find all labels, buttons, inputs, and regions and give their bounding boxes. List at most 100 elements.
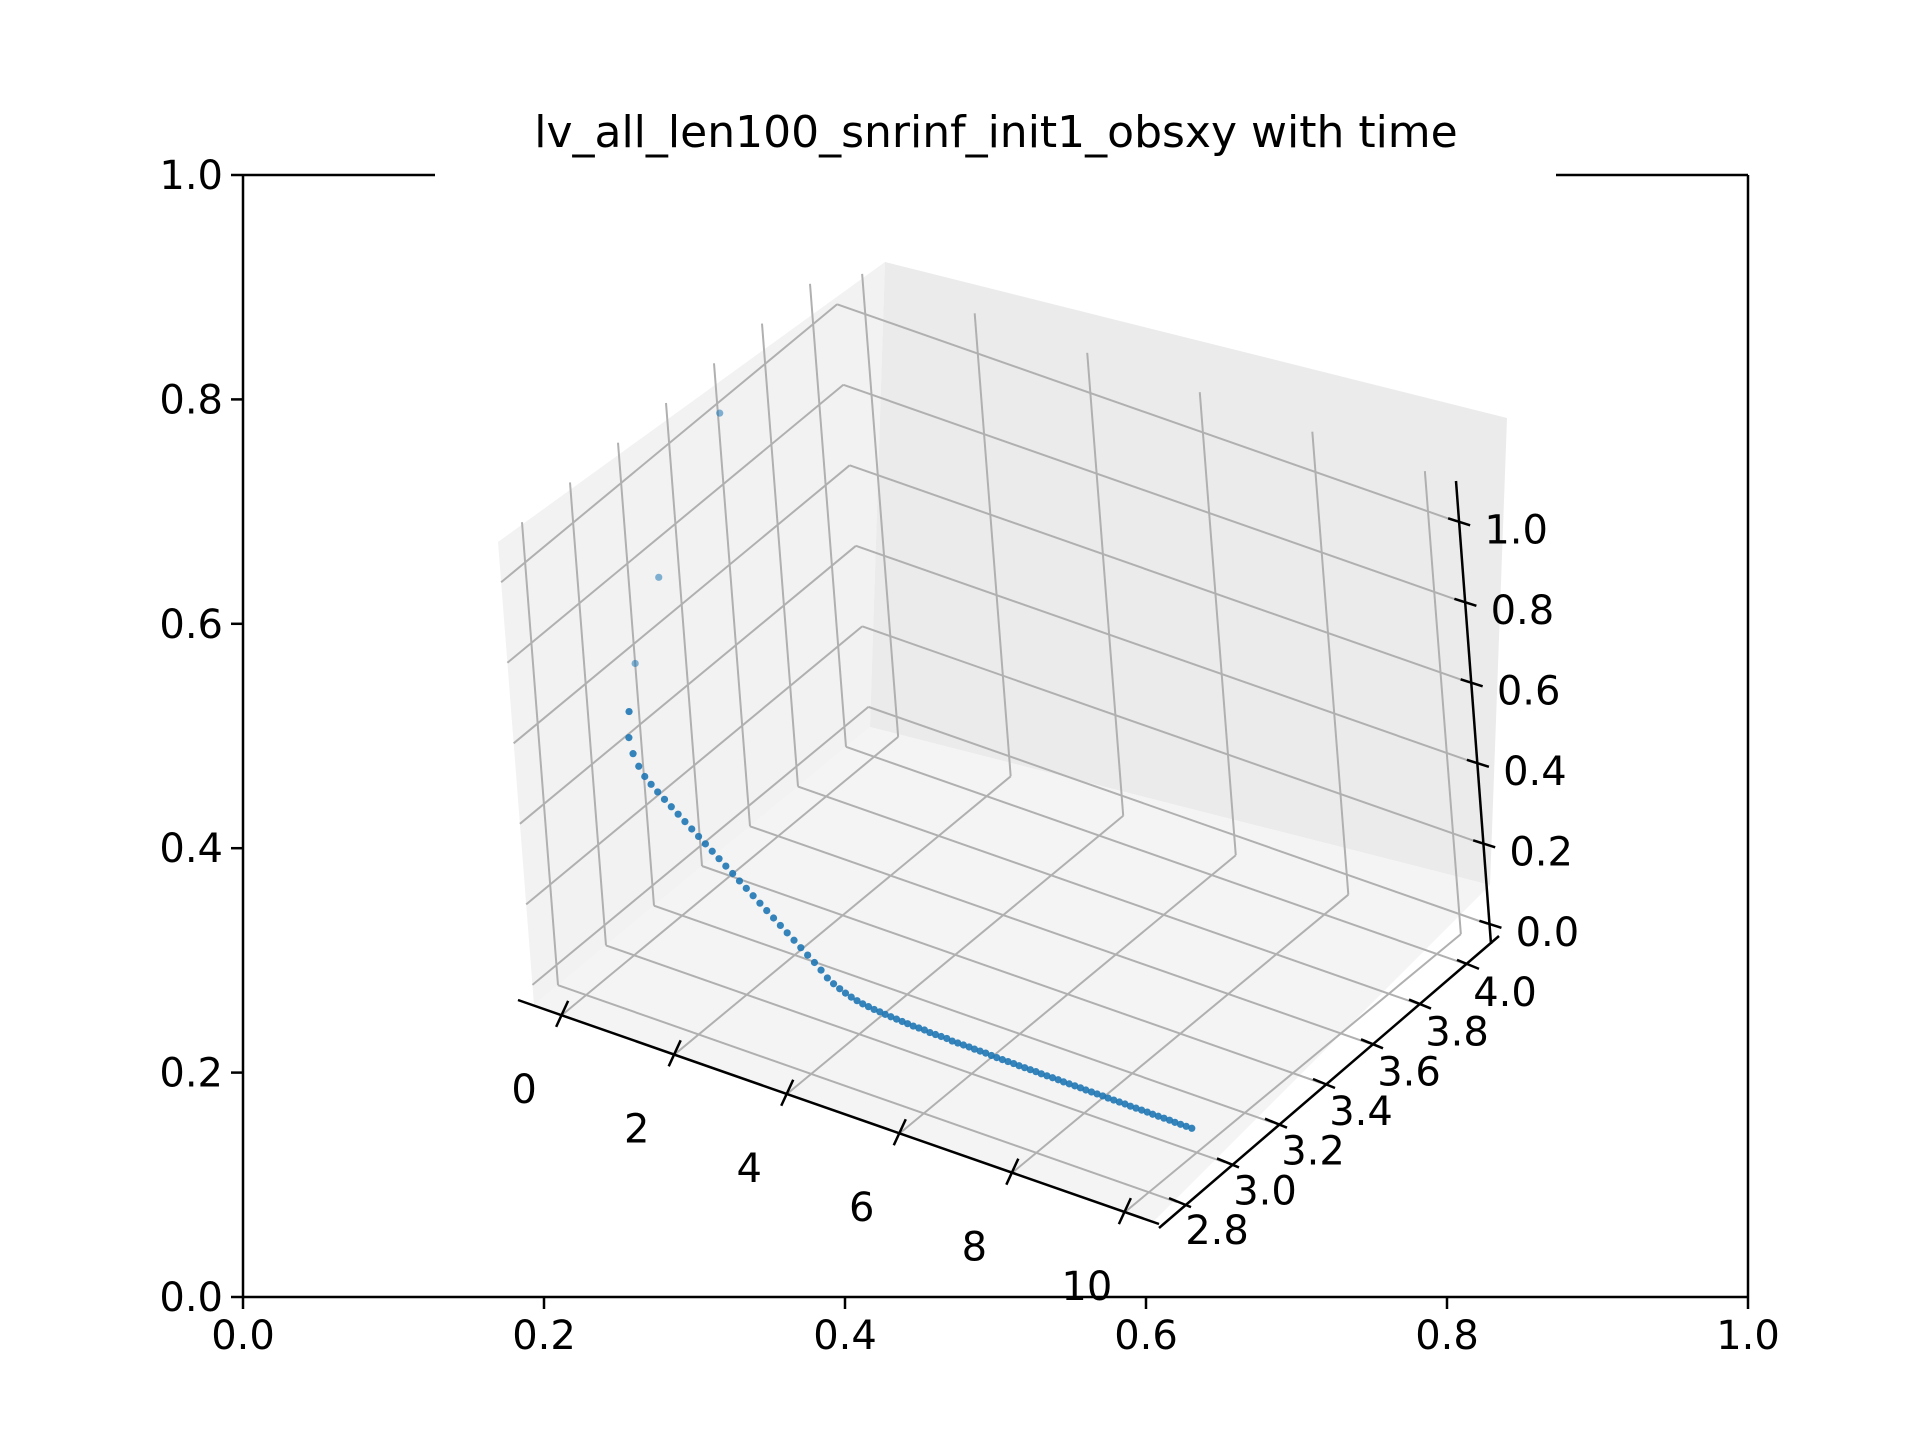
- scatter-point: [1026, 1066, 1034, 1074]
- 3d-x-tick-label: 4: [737, 1146, 762, 1192]
- scatter-point: [1087, 1088, 1096, 1096]
- scatter-point: [836, 985, 844, 993]
- 3d-z-tick: [1479, 919, 1502, 930]
- 3d-y-tick-label: 3.4: [1329, 1089, 1393, 1135]
- scatter-point: [1037, 1070, 1045, 1078]
- grid-line-x-back: [973, 313, 1012, 777]
- grid-line-y-left: [569, 482, 607, 946]
- grid-line-z-back: [843, 383, 1463, 603]
- bg-x-tick-label: 0.2: [512, 1313, 576, 1359]
- scatter-point: [1059, 1078, 1068, 1086]
- scatter-point: [681, 817, 689, 826]
- 3d-y-tick: [1216, 1157, 1240, 1169]
- scatter-point: [903, 1020, 912, 1028]
- 3d-y-tick-label: 3.2: [1281, 1129, 1345, 1175]
- scatter-point: [763, 906, 771, 915]
- bg-x-tick-label: 0.6: [1114, 1313, 1178, 1359]
- grid-line-y-floor: [605, 944, 1226, 1164]
- grid-line-x-back: [861, 273, 900, 737]
- grid-line-y-left: [713, 363, 751, 827]
- grid-line-y-left: [809, 283, 847, 747]
- scatter-point: [1143, 1108, 1151, 1116]
- scatter-point: [655, 573, 663, 581]
- scatter-point: [1188, 1124, 1196, 1132]
- scatter-point: [1154, 1112, 1162, 1120]
- grid-line-z-left: [500, 303, 838, 584]
- scatter-point: [1082, 1086, 1090, 1094]
- scatter-point: [688, 825, 696, 833]
- 3d-z-tick-label: 0.0: [1516, 910, 1580, 956]
- bg-y-tick-label: 0.8: [159, 377, 223, 423]
- scatter-point: [729, 869, 737, 878]
- scatter-point: [1015, 1062, 1023, 1070]
- scatter-point: [959, 1041, 968, 1049]
- 3d-gridlines: [500, 273, 1488, 1213]
- 3d-y-tick: [1360, 1038, 1384, 1050]
- scatter-point: [1071, 1082, 1079, 1090]
- 3d-y-tick: [1168, 1196, 1192, 1209]
- scatter-point: [982, 1049, 990, 1057]
- scatter-point: [841, 989, 850, 997]
- scatter-point: [993, 1054, 1001, 1062]
- grid-line-y-left: [761, 323, 799, 787]
- scatter-point: [920, 1026, 929, 1034]
- scatter-point: [847, 993, 855, 1001]
- 3d-x-tick: [1005, 1158, 1020, 1186]
- scatter-point: [1010, 1059, 1018, 1068]
- 3d-z-axis-line: [1454, 480, 1493, 945]
- scatter-point: [1043, 1072, 1051, 1080]
- 3d-x-tick: [667, 1039, 682, 1067]
- bg-y-tick-label: 1.0: [159, 153, 223, 199]
- 3d-y-tick-label: 2.8: [1185, 1208, 1249, 1254]
- 3d-y-tick: [1456, 958, 1480, 971]
- 3d-y-tick: [1264, 1117, 1288, 1129]
- scatter-point: [931, 1030, 940, 1039]
- scatter-point: [1021, 1064, 1029, 1072]
- scatter-point: [654, 788, 662, 796]
- 3d-x-axis-line: [517, 998, 1160, 1226]
- grid-line-y-floor: [845, 745, 1466, 965]
- 3d-left-pane: [498, 262, 885, 1005]
- scatter-point: [1171, 1118, 1179, 1126]
- scatter-point: [864, 1003, 873, 1011]
- grid-line-z-left: [531, 706, 870, 986]
- 3d-z-tick: [1466, 758, 1490, 769]
- scatter-point: [631, 659, 639, 668]
- grid-line-y-floor: [797, 785, 1418, 1005]
- 3d-panes: [498, 262, 1507, 1222]
- scatter-point: [1176, 1120, 1185, 1128]
- grid-line-y-left: [521, 522, 559, 986]
- scatter-point: [876, 1008, 884, 1016]
- scatter-point: [735, 877, 744, 885]
- scatter-point: [998, 1056, 1006, 1064]
- grid-line-x-back: [1086, 352, 1125, 816]
- scatter-point: [937, 1032, 945, 1041]
- scatter-point: [722, 862, 730, 870]
- 3d-y-axis-line: [1158, 935, 1500, 1229]
- scatter-point: [943, 1034, 951, 1043]
- scatter-point: [965, 1043, 973, 1051]
- 3d-x-tick: [892, 1118, 907, 1146]
- scatter-point: [1149, 1110, 1157, 1118]
- scatter-point: [976, 1047, 984, 1055]
- scatter-point: [970, 1045, 979, 1053]
- scatter-point: [1032, 1068, 1040, 1076]
- bg-x-tick-label: 1.0: [1716, 1313, 1780, 1359]
- background-axes: 0.0 0.2 0.4 0.6 0.8 1.0 0.0 0.2 0.4 0.6 0.8 1.0: [159, 153, 1779, 1359]
- bg-x-tick-label: 0.8: [1415, 1313, 1479, 1359]
- grid-line-z-left: [519, 545, 857, 825]
- grid-line-z-back: [868, 705, 1488, 925]
- scatter-point: [1099, 1092, 1107, 1100]
- grid-line-y-floor: [653, 904, 1274, 1124]
- scatter-point: [817, 966, 825, 974]
- 3d-z-tick: [1454, 597, 1477, 607]
- grid-line-y-left: [617, 442, 655, 906]
- scatter-point: [1132, 1104, 1140, 1112]
- scatter-point: [641, 772, 649, 781]
- scatter-point: [776, 921, 784, 930]
- scatter-point: [1182, 1122, 1190, 1130]
- scatter-point: [987, 1051, 995, 1060]
- grid-line-z-back: [836, 303, 1457, 523]
- scatter-point: [1048, 1074, 1057, 1082]
